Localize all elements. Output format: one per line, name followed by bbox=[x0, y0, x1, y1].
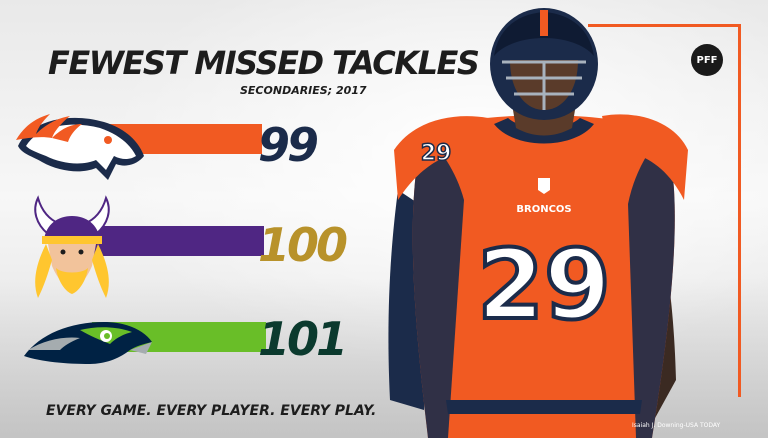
bar-vikings bbox=[92, 226, 264, 256]
value-label-seahawks: 101 bbox=[258, 312, 348, 366]
jersey-number: 29 bbox=[477, 229, 611, 341]
player-photo: BRONCOS 29 29 bbox=[388, 8, 688, 438]
value-label-vikings: 100 bbox=[258, 218, 348, 272]
tagline: EVERY GAME. EVERY PLAYER. EVERY PLAY. bbox=[46, 403, 377, 419]
value-label-broncos: 99 bbox=[258, 118, 319, 172]
chart-title: FEWEST MISSED TACKLES bbox=[48, 44, 480, 82]
seahawks-logo-icon bbox=[24, 322, 152, 364]
pff-logo: PFF bbox=[691, 44, 723, 76]
jersey-wordmark: BRONCOS bbox=[516, 204, 571, 215]
broncos-logo-icon bbox=[16, 114, 144, 180]
vikings-logo-icon bbox=[34, 195, 110, 298]
shoulder-number: 29 bbox=[421, 141, 452, 166]
photo-credit: Isaiah J. Downing-USA TODAY bbox=[632, 422, 721, 429]
orange-frame bbox=[588, 24, 741, 397]
chart-subtitle: SECONDARIES; 2017 bbox=[240, 84, 367, 97]
